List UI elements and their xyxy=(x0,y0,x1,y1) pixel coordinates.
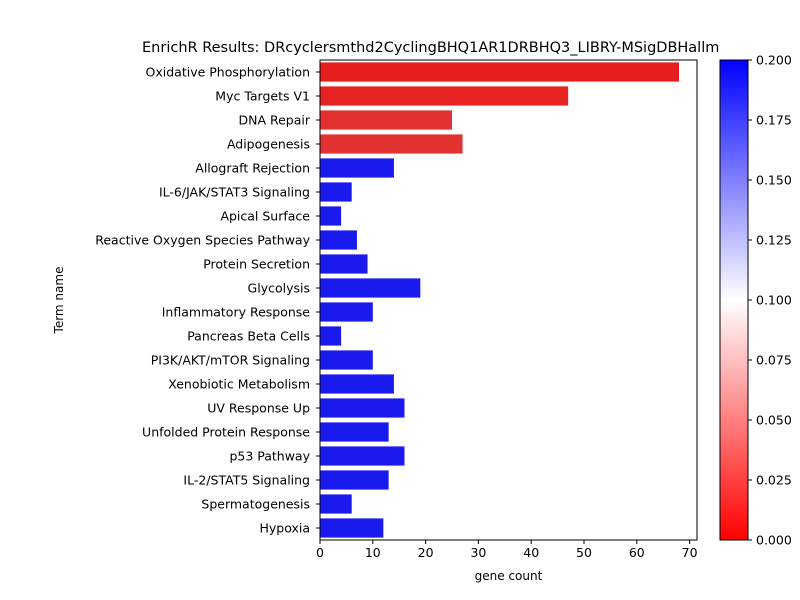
x-tick-label: 10 xyxy=(365,545,381,560)
y-tick-label: UV Response Up xyxy=(207,401,310,416)
bar xyxy=(320,86,569,106)
y-tick-label: Oxidative Phosphorylation xyxy=(146,65,310,80)
y-tick-label: DNA Repair xyxy=(238,113,310,128)
bar xyxy=(320,230,357,250)
bar xyxy=(320,422,389,442)
x-tick-label: 20 xyxy=(418,545,434,560)
bar xyxy=(320,182,352,202)
x-tick-label: 70 xyxy=(682,545,698,560)
x-axis: 0 10 20 30 40 50 60 70 xyxy=(316,540,698,560)
bars-group xyxy=(320,62,680,538)
y-tick-label: Adipogenesis xyxy=(227,137,310,152)
x-tick-label: 30 xyxy=(470,545,486,560)
bar xyxy=(320,374,394,394)
bar xyxy=(320,518,384,538)
y-tick-label: Apical Surface xyxy=(220,209,310,224)
bar xyxy=(320,110,453,130)
y-tick-label: Inflammatory Response xyxy=(162,305,311,320)
plot-frame xyxy=(319,59,698,541)
y-tick-label: Pancreas Beta Cells xyxy=(187,329,310,344)
bar xyxy=(320,62,680,82)
chart-title: EnrichR Results: DRcyclersmthd2CyclingBH… xyxy=(142,40,719,56)
x-tick-label: 60 xyxy=(629,545,645,560)
x-tick-label: 50 xyxy=(576,545,592,560)
y-tick-label: IL-2/STAT5 Signaling xyxy=(183,473,310,488)
x-axis-label: gene count xyxy=(475,569,543,583)
y-tick-label: Glycolysis xyxy=(248,281,310,296)
y-tick-label: p53 Pathway xyxy=(229,449,310,464)
y-axis-label: Term name xyxy=(52,267,66,335)
bar xyxy=(320,350,373,370)
y-tick-label: Reactive Oxygen Species Pathway xyxy=(95,233,310,248)
bar xyxy=(320,326,342,346)
bar xyxy=(320,278,421,298)
x-tick-label: 40 xyxy=(523,545,539,560)
colorbar-tick-label: 0.025 xyxy=(756,473,792,488)
y-tick-label: Hypoxia xyxy=(259,521,310,536)
y-tick-labels: Oxidative Phosphorylation Myc Targets V1 D… xyxy=(95,65,320,536)
colorbar-tick-label: 0.175 xyxy=(756,113,792,128)
colorbar-ticks: 0.000 0.025 0.050 0.075 0.100 0.125 0.150 0.175… xyxy=(748,53,792,548)
colorbar-tick-label: 0.075 xyxy=(756,353,792,368)
x-tick-label: 0 xyxy=(316,545,324,560)
colorbar-tick-label: 0.050 xyxy=(756,413,792,428)
y-tick-label: Unfolded Protein Response xyxy=(142,425,310,440)
colorbar xyxy=(719,59,749,541)
bar xyxy=(320,134,463,154)
bar xyxy=(320,494,352,514)
bar xyxy=(320,254,368,274)
bar xyxy=(320,446,405,466)
bar xyxy=(320,470,389,490)
bar xyxy=(320,158,394,178)
bar xyxy=(320,206,342,226)
y-tick-label: IL-6/JAK/STAT3 Signaling xyxy=(159,185,310,200)
y-tick-label: Protein Secretion xyxy=(203,257,310,272)
y-tick-label: Myc Targets V1 xyxy=(215,89,310,104)
colorbar-tick-label: 0.100 xyxy=(756,293,792,308)
colorbar-tick-label: 0.200 xyxy=(756,53,792,68)
bar xyxy=(320,302,373,322)
colorbar-tick-label: 0.125 xyxy=(756,233,792,248)
y-tick-label: PI3K/AKT/mTOR Signaling xyxy=(151,353,310,368)
y-tick-label: Allograft Rejection xyxy=(195,161,310,176)
y-tick-label: Spermatogenesis xyxy=(201,497,310,512)
colorbar-tick-label: 0.150 xyxy=(756,173,792,188)
bar xyxy=(320,398,405,418)
y-tick-label: Xenobiotic Metabolism xyxy=(168,377,310,392)
colorbar-tick-label: 0.000 xyxy=(756,533,792,548)
